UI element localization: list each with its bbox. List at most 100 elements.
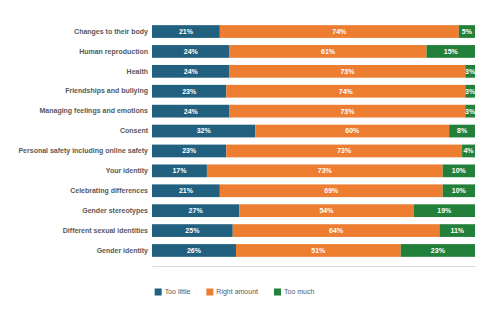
- legend-swatch: [274, 289, 281, 296]
- data-label: 61%: [321, 48, 336, 55]
- tick-label: Consent: [120, 127, 149, 134]
- bar: [459, 25, 475, 38]
- data-label: 60%: [345, 127, 360, 134]
- bar: [230, 105, 466, 118]
- tick-label: Friendships and bullying: [65, 87, 148, 95]
- y-axis: Changes to their body Human reproduction H…: [18, 28, 152, 255]
- bar: [152, 204, 239, 217]
- tick: Your identity: [106, 167, 152, 175]
- data-label: 24%: [184, 108, 199, 115]
- tick-label: Changes to their body: [74, 28, 148, 36]
- axis-line: [153, 266, 476, 267]
- bar: [443, 164, 475, 177]
- bar: [465, 85, 475, 98]
- bar: [239, 204, 413, 217]
- bar: [465, 105, 475, 118]
- legend-label: Right amount: [216, 288, 258, 296]
- plot: 21%24%24%23%24%32%23%17%21%27%25%26%74%6…: [18, 25, 476, 266]
- tick-label: Different sexual identities: [63, 227, 148, 234]
- data-label: 73%: [318, 167, 333, 174]
- bar: [401, 244, 475, 257]
- bar: [220, 184, 443, 197]
- data-label: 74%: [339, 88, 354, 95]
- legend-item: Too little: [155, 288, 191, 295]
- data-label: 73%: [337, 147, 352, 154]
- tick: Gender stereotypes: [82, 207, 152, 215]
- bar: [152, 85, 226, 98]
- data-label: 69%: [324, 187, 339, 194]
- tick-label: Your identity: [106, 167, 148, 175]
- bar: [427, 45, 475, 58]
- x-axis: [153, 266, 476, 267]
- tick-label: Human reproduction: [79, 48, 148, 56]
- data-labels: 21%24%24%23%24%32%23%17%21%27%25%26%74%6…: [172, 28, 476, 254]
- data-label: 24%: [184, 68, 199, 75]
- data-label: 74%: [332, 28, 347, 35]
- data-label: 3%: [465, 68, 476, 75]
- data-label: 26%: [187, 247, 202, 254]
- tick: Celebrating differences: [70, 187, 152, 195]
- tick-label: Personal safety including online safety: [18, 147, 148, 155]
- bar: [255, 125, 449, 138]
- bar: [233, 224, 440, 237]
- data-label: 23%: [182, 88, 197, 95]
- bar: [439, 224, 475, 237]
- bar: [220, 25, 459, 38]
- tick: Friendships and bullying: [65, 87, 152, 95]
- bar: [152, 125, 255, 138]
- bar: [152, 65, 230, 78]
- data-label: 32%: [197, 127, 212, 134]
- bar: [152, 244, 236, 257]
- tick: Health: [127, 68, 152, 75]
- legend-label: Too little: [165, 288, 191, 295]
- bar: [462, 145, 475, 158]
- bar: [152, 224, 233, 237]
- bar: [152, 25, 220, 38]
- tick-label: Celebrating differences: [70, 187, 148, 195]
- data-label: 3%: [465, 88, 476, 95]
- data-label: 10%: [452, 187, 467, 194]
- data-label: 23%: [431, 247, 446, 254]
- tick: Personal safety including online safety: [18, 147, 152, 155]
- bar: [230, 45, 427, 58]
- data-label: 21%: [179, 187, 194, 194]
- tick: Human reproduction: [79, 48, 152, 56]
- bar: [465, 65, 475, 78]
- tick: Changes to their body: [74, 28, 152, 36]
- legend-swatch: [155, 289, 162, 296]
- bar: [443, 184, 475, 197]
- bars: [152, 25, 475, 257]
- legend-label: Too much: [284, 288, 314, 295]
- chart: 21%24%24%23%24%32%23%17%21%27%25%26%74%6…: [0, 0, 489, 314]
- tick-label: Gender stereotypes: [82, 207, 148, 215]
- bar: [152, 164, 207, 177]
- bar: [226, 145, 462, 158]
- tick: Different sexual identities: [63, 227, 152, 234]
- data-label: 8%: [457, 127, 468, 134]
- data-label: 24%: [184, 48, 199, 55]
- tick-label: Health: [127, 68, 148, 75]
- data-label: 73%: [340, 108, 355, 115]
- data-label: 51%: [311, 247, 326, 254]
- data-label: 25%: [185, 227, 200, 234]
- bar: [414, 204, 475, 217]
- bar: [236, 244, 401, 257]
- tick-label: Managing feelings and emotions: [39, 107, 148, 115]
- legend-item: Right amount: [206, 288, 258, 296]
- bar: [152, 184, 220, 197]
- tick: Gender identity: [97, 247, 152, 255]
- data-label: 4%: [463, 147, 474, 154]
- legend: Too little Right amount Too much: [155, 288, 315, 296]
- legend-swatch: [206, 289, 213, 296]
- legend-item: Too much: [274, 288, 314, 295]
- data-label: 64%: [329, 227, 344, 234]
- data-label: 17%: [172, 167, 187, 174]
- bar: [449, 125, 475, 138]
- bar: [152, 45, 230, 58]
- bar: [152, 145, 226, 158]
- data-label: 15%: [444, 48, 459, 55]
- bar: [152, 105, 230, 118]
- data-label: 10%: [452, 167, 467, 174]
- data-label: 21%: [179, 28, 194, 35]
- bar: [207, 164, 443, 177]
